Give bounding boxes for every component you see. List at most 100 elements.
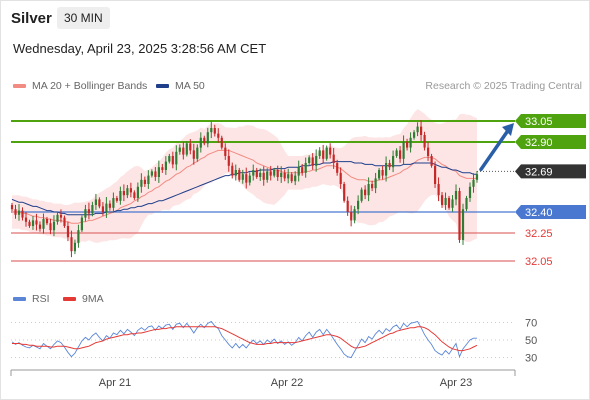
candle-body: [231, 165, 234, 176]
timeframe-button[interactable]: 30 MIN: [57, 7, 110, 29]
candle-body: [217, 133, 220, 138]
candle-body: [147, 175, 150, 184]
level-tag-32.90: [515, 135, 586, 149]
candle-body: [311, 157, 314, 166]
candle-body: [304, 163, 307, 173]
candle-body: [199, 137, 202, 148]
candle-body: [461, 209, 465, 240]
candle-body: [45, 219, 49, 224]
candle-body: [238, 170, 241, 180]
candle-body: [360, 189, 363, 201]
candle-body: [315, 156, 318, 166]
level-label-32.25: 32.25: [525, 228, 553, 240]
candle-body: [66, 226, 70, 238]
candle-body: [402, 142, 405, 159]
candle-body: [248, 175, 251, 183]
candle-body: [31, 220, 35, 226]
ma50-legend-label: MA 50: [175, 80, 205, 92]
candle-body: [301, 167, 304, 173]
candle-body: [175, 151, 178, 165]
candle-body: [241, 174, 244, 180]
level-tag-32.40: [515, 205, 586, 219]
candle-body: [178, 147, 181, 152]
candle-body: [423, 135, 426, 148]
candle-body: [343, 184, 346, 201]
candle-body: [318, 150, 321, 156]
rsi-tick-50: 50: [525, 335, 537, 347]
candle-body: [259, 172, 262, 177]
candle-body: [427, 147, 430, 156]
candle-body: [374, 178, 377, 189]
candle-body: [77, 230, 80, 243]
level-tag-32.69: [515, 164, 586, 179]
candle-body: [346, 200, 349, 212]
candle-body: [150, 171, 153, 176]
candle-body: [196, 147, 199, 159]
candle-body: [297, 167, 300, 176]
candle-body: [388, 163, 391, 168]
candle-body: [80, 217, 83, 231]
candle-body: [287, 174, 290, 179]
candle-body: [325, 147, 328, 159]
candle-body: [136, 186, 139, 198]
candle-body: [24, 217, 28, 222]
candle-body: [52, 221, 56, 231]
candle-body: [447, 198, 451, 208]
candle-body: [266, 171, 269, 180]
candle-body: [98, 199, 101, 207]
candle-body: [322, 150, 325, 159]
candle-body: [465, 198, 468, 210]
candle-body: [112, 198, 115, 208]
ma50-swatch: [156, 84, 169, 88]
rsi-legend: RSI: [13, 293, 50, 305]
bollinger-legend: MA 20 + Bollinger Bands: [13, 80, 147, 92]
candle-body: [329, 147, 332, 155]
candle-body: [10, 205, 14, 210]
forecast-arrowhead: [502, 123, 514, 136]
rsi-legend-label: RSI: [32, 293, 50, 305]
candle-body: [350, 212, 353, 221]
candle-body: [399, 150, 402, 159]
candle-body: [283, 172, 286, 179]
rsi-line: [11, 320, 477, 359]
candle-body: [413, 132, 416, 138]
candle-body: [171, 156, 174, 165]
candle-body: [59, 214, 63, 218]
candle-body: [332, 154, 335, 163]
candle-body: [35, 220, 38, 225]
candle-body: [203, 137, 206, 144]
candle-body: [14, 209, 17, 215]
rsi-tick-70: 70: [525, 317, 537, 329]
candle-body: [133, 192, 136, 198]
candle-body: [339, 172, 342, 184]
candle-body: [475, 174, 479, 180]
candle-body: [392, 156, 395, 168]
candle-body: [336, 163, 339, 173]
ma50-legend: MA 50: [156, 80, 205, 92]
candle-body: [63, 217, 66, 226]
candle-body: [451, 199, 454, 208]
candle-body: [17, 210, 21, 215]
candle-body: [234, 170, 237, 176]
candle-body: [430, 156, 433, 166]
candle-body: [245, 174, 248, 183]
candle-body: [367, 184, 370, 196]
candle-body: [454, 191, 458, 200]
level-tag-33.05: [515, 114, 586, 128]
candle-body: [119, 191, 122, 201]
candle-body: [308, 157, 311, 163]
rsi-ma-legend-label: 9MA: [82, 293, 104, 305]
candle-body: [458, 191, 461, 240]
candle-body: [210, 128, 213, 133]
candle-body: [161, 167, 164, 170]
candle-body: [472, 179, 475, 187]
candle-body: [357, 200, 360, 210]
candle-body: [206, 132, 209, 144]
candle-body: [224, 147, 227, 156]
candle-body: [406, 142, 409, 148]
candle-body: [290, 174, 293, 182]
candle-body: [129, 188, 132, 193]
candle-body: [378, 170, 381, 179]
level-label-32.69: 32.69: [525, 166, 553, 178]
